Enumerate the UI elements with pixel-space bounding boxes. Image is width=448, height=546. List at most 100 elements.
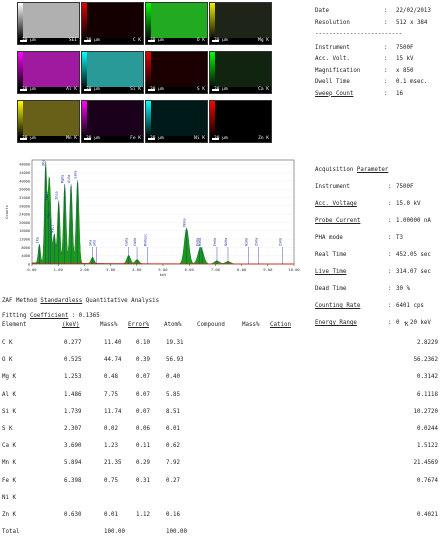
cell-el: Fe K — [2, 477, 16, 484]
cell-kev: 1.253 — [64, 374, 82, 381]
y-tick-label: 4000 — [21, 254, 30, 258]
map-element-label: Al K — [66, 87, 77, 92]
acq-key: Energy Range — [315, 320, 357, 326]
map-element-label: SEI — [68, 38, 77, 43]
cell-mass: 11.40 — [104, 340, 122, 346]
cell-mass: 0.01 — [104, 511, 118, 518]
cell-mass: 21.35 — [104, 460, 122, 467]
map-element-label: S K — [196, 87, 205, 92]
cell-mass: 1.23 — [104, 443, 118, 450]
cell-err: 0.06 — [136, 425, 150, 432]
resolution-label: Resolution — [315, 19, 350, 26]
x-tick-label: 5.00 — [158, 267, 168, 272]
scale-bar — [212, 40, 219, 42]
y-tick-label: 44000 — [19, 171, 30, 175]
cell-err: 0.07 — [136, 408, 150, 415]
map-scale-label: 30 µm — [22, 87, 36, 92]
intensity-strip — [146, 3, 151, 40]
intensity-strip — [210, 3, 215, 40]
map-caption-bar — [82, 38, 143, 44]
col-error: Error% — [128, 322, 149, 328]
divider: ------------------------- — [315, 31, 403, 37]
cell-kev: 5.894 — [64, 460, 82, 467]
map-scale-label: 30 µm — [150, 87, 164, 92]
table-row: Mg K 1.253 0.48 0.07 0.40 0.3142 — [2, 374, 442, 391]
map-scale-label: 30 µm — [150, 38, 164, 43]
instrument-value: 7500F — [396, 44, 414, 51]
y-tick-label: 32000 — [19, 196, 30, 200]
cell-el: Total — [2, 529, 20, 536]
peak-label: MnKb — [198, 238, 202, 246]
scale-bar — [212, 89, 219, 91]
x-tick-label: 9.00 — [263, 267, 273, 272]
x-tick-label: 7.00 — [211, 267, 221, 272]
map-scale-label: 30 µm — [214, 87, 228, 92]
table-row: Ca K 3.690 1.23 0.11 0.62 1.5122 — [2, 443, 442, 460]
cell-err: 0.07 — [136, 374, 150, 381]
date-value: 22/02/2013 — [396, 8, 431, 14]
element-map: 30 µm O K — [145, 2, 208, 45]
acq-key: Acc. Voltage — [315, 201, 357, 207]
intensity-strip — [210, 52, 215, 89]
peak-label: MnKa — [183, 218, 187, 226]
element-map: 30 µm Al K — [17, 51, 80, 94]
element-map: 30 µm Si K — [81, 51, 144, 94]
y-tick-label: 12000 — [19, 238, 30, 242]
cell-atom: 0.16 — [166, 511, 180, 518]
cell-el: Mn K — [2, 460, 16, 467]
peak-label: FeLl — [46, 210, 50, 218]
map-caption-bar — [82, 136, 143, 142]
peak-label: AlKa — [67, 175, 71, 183]
element-map: 30 µm Ni K — [145, 100, 208, 143]
eds-spectrum-chart: 0 4000 8000 12000 16000 20000 24000 28000 32000 3… — [4, 159, 300, 277]
cell-k: 6.1118 — [417, 391, 438, 398]
cell-atom: 0.27 — [166, 477, 180, 484]
magnification-value: x 850 — [396, 67, 414, 74]
map-scale-label: 30 µm — [214, 136, 228, 141]
acq-key: Dead Time — [315, 286, 347, 292]
cell-kev: 0.525 — [64, 357, 82, 364]
cell-k: 1.5122 — [417, 443, 438, 450]
intensity-strip — [18, 3, 23, 40]
table-row: O K 0.525 44.74 0.39 56.93 56.2362 — [2, 357, 442, 374]
x-tick-label: 4.00 — [132, 267, 142, 272]
cell-k: 0.4021 — [417, 511, 438, 518]
intensity-strip — [82, 52, 87, 89]
peak-label: ZnKa — [254, 238, 258, 246]
cell-el: Al K — [2, 391, 16, 398]
cell-el: Zn K — [2, 511, 16, 518]
sweep-label: Sweep Count — [315, 90, 354, 97]
peak-label: OKa — [42, 160, 46, 166]
cell-err: 0.07 — [136, 391, 150, 398]
element-maps: 30 µm SEI 30 µm C K 30 µm O K 30 µm Mg K 30 µm Al… — [17, 2, 302, 148]
background-fit-line — [31, 262, 294, 265]
cell-mass: 0.02 — [104, 425, 118, 432]
peak-label: FeKb — [213, 238, 217, 246]
acq-value: 30 % — [396, 286, 410, 292]
cell-atom: 0.01 — [166, 425, 180, 432]
scale-bar — [20, 138, 27, 140]
scale-bar — [84, 40, 91, 42]
map-scale-label: 30 µm — [86, 136, 100, 141]
y-tick-label: 0 — [28, 263, 30, 267]
y-tick-label: 8000 — [21, 246, 30, 250]
y-tick-label: 48000 — [19, 163, 30, 167]
acq-key: Live Time — [315, 269, 347, 275]
peak-label: NiKb — [244, 238, 248, 246]
fitting-label-b: Coefficient — [29, 313, 69, 319]
x-tick-label: 3.00 — [106, 267, 116, 272]
map-caption-bar — [210, 38, 271, 44]
table-row: C K 0.277 11.40 0.10 19.31 2.8229 — [2, 340, 442, 357]
map-scale-label: 30 µm — [86, 38, 100, 43]
peak-label: MnKesc — [143, 234, 147, 246]
col-atom: Atom% — [164, 322, 182, 328]
acq-row: Real Time:452.05 sec — [315, 247, 445, 264]
date-label: Date — [315, 8, 329, 14]
acq-row: Energy Range:0 - 20 keV — [315, 315, 445, 332]
x-tick-label: 2.00 — [80, 267, 90, 272]
cell-mass: 11.74 — [104, 408, 122, 415]
dwell-value: 0.1 msec. — [396, 79, 428, 85]
map-element-label: Mn K — [66, 136, 77, 141]
col-mass: Mass% — [100, 322, 118, 328]
cell-el: Mg K — [2, 374, 16, 381]
